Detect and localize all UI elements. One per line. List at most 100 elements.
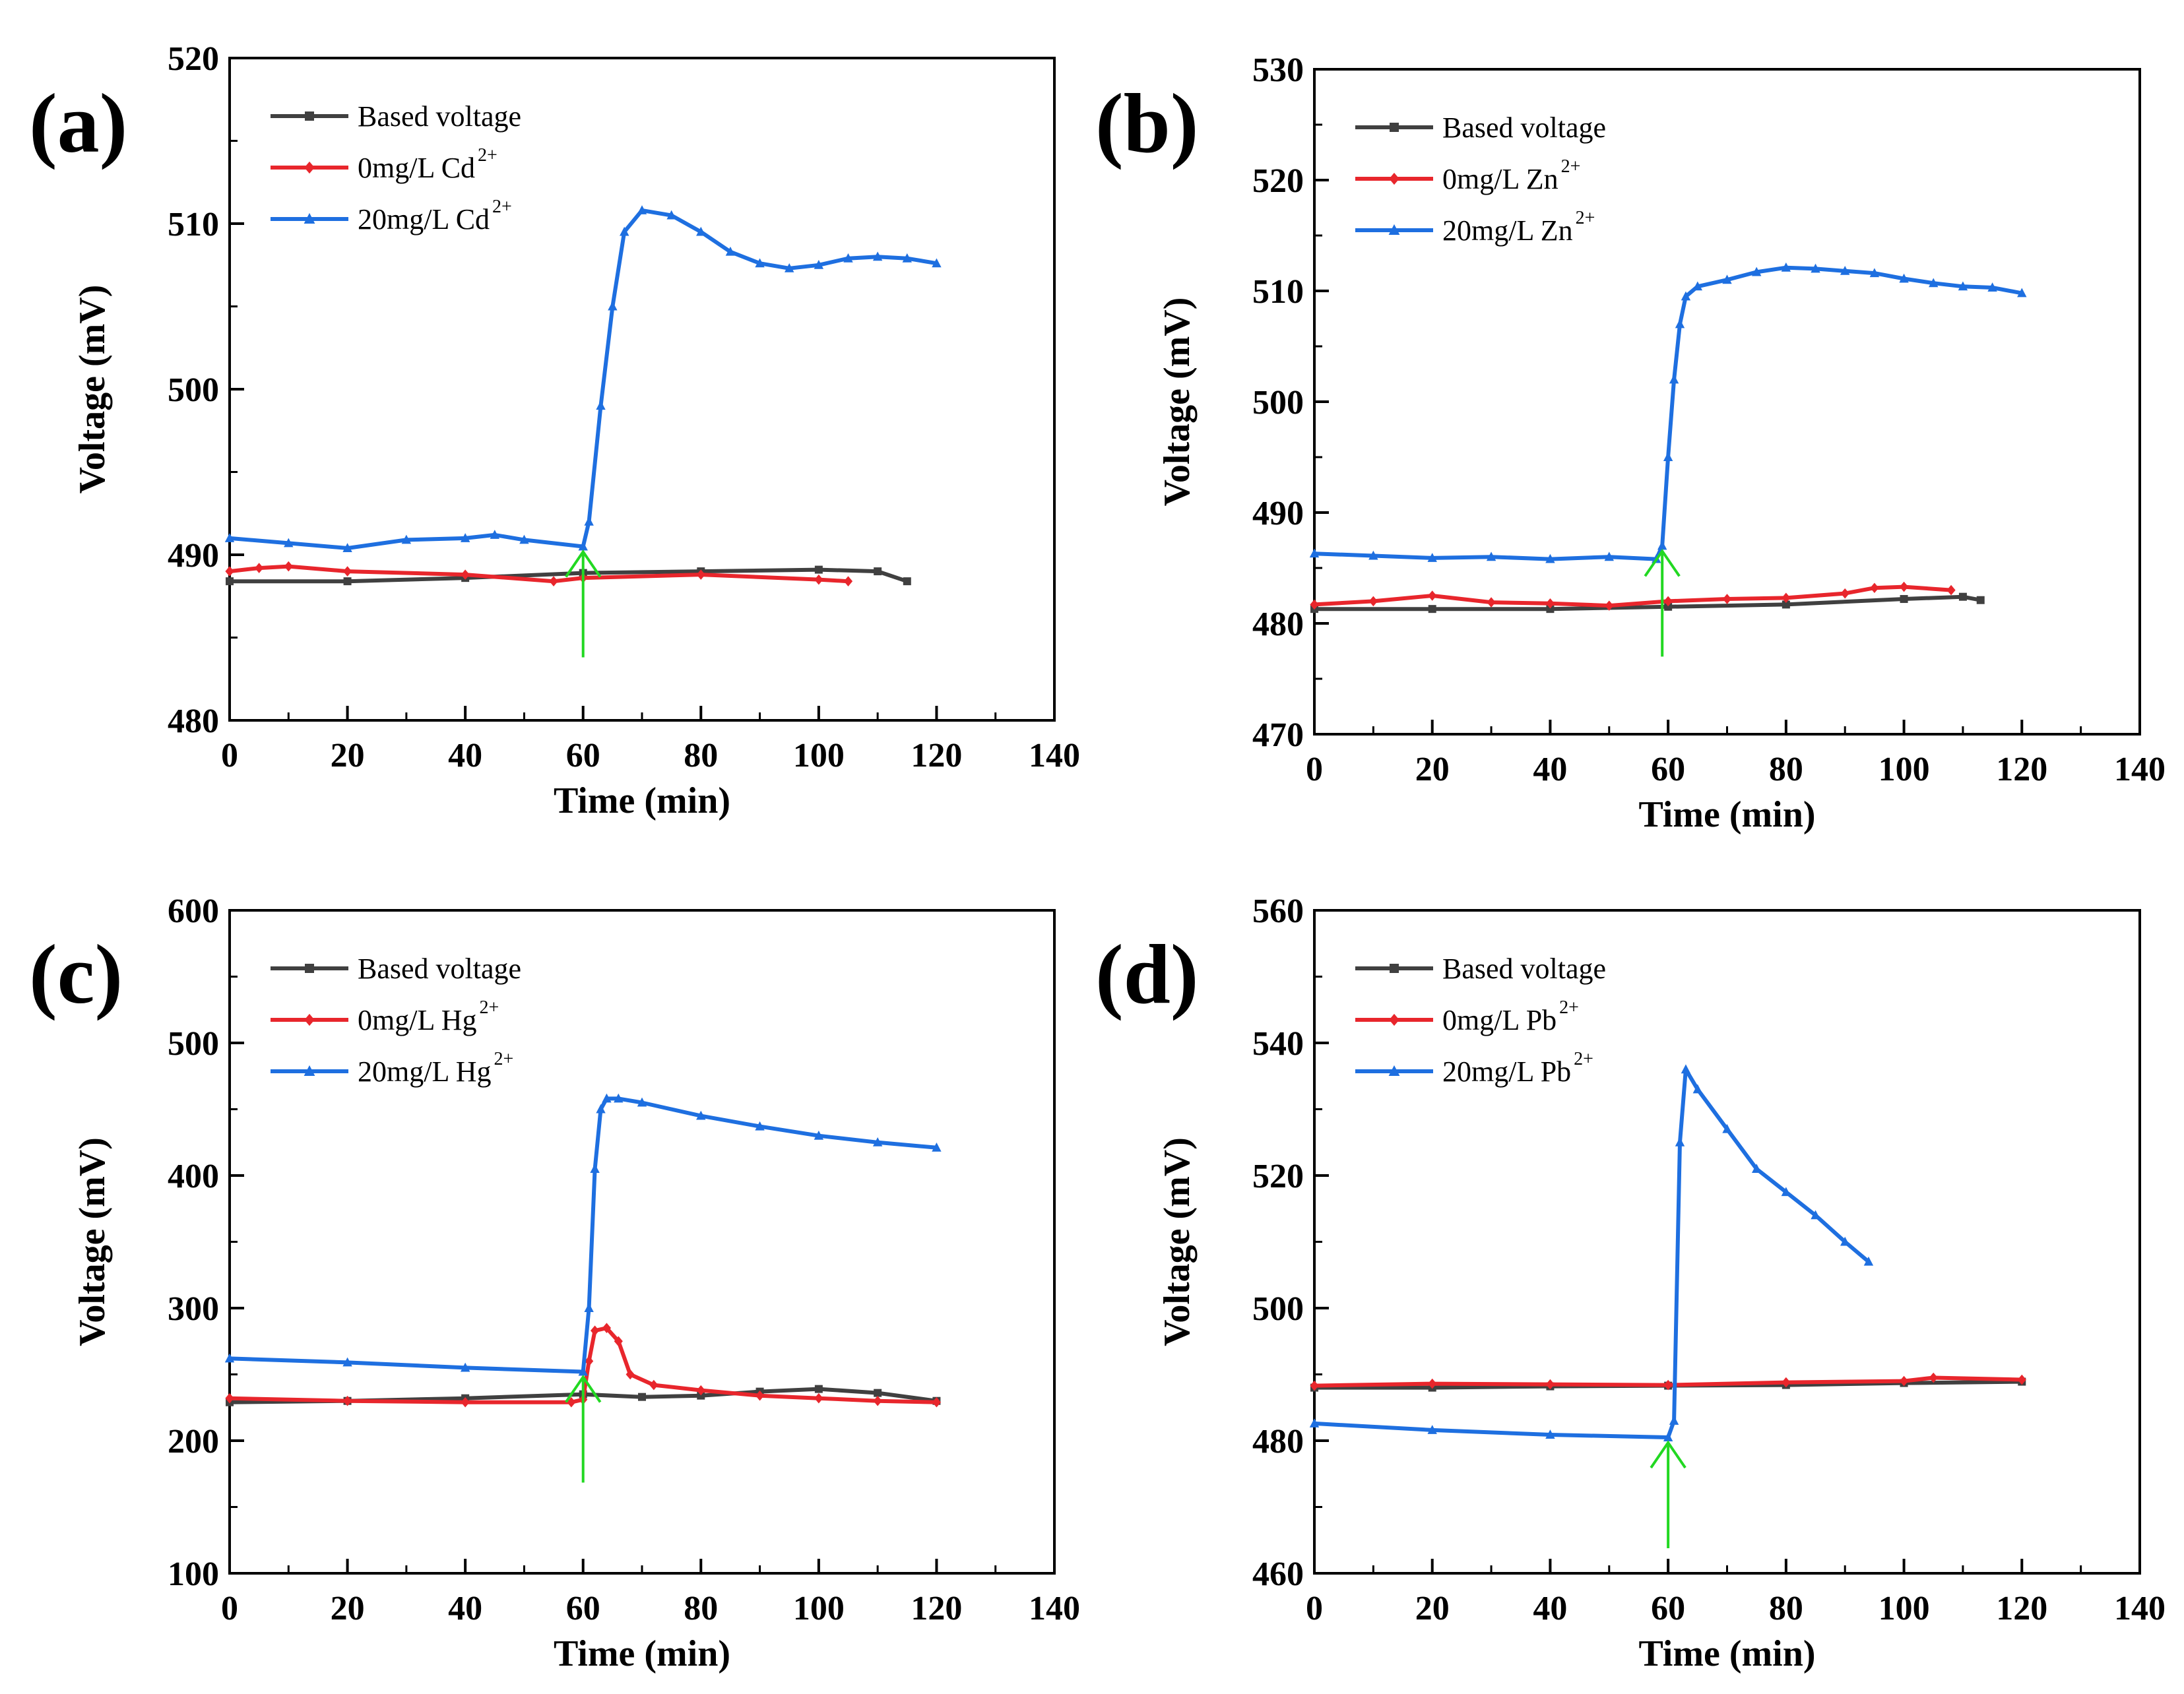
data-point [932,1142,942,1152]
series-line [1314,594,1981,612]
legend-label: Based voltage [1442,953,1606,985]
legend-label: 0mg/L Hg [358,1004,476,1036]
injection-arrow [1644,548,1681,657]
x-tick-label: 20 [1415,1590,1450,1627]
data-point [1899,273,1909,283]
y-tick-label: 540 [1252,1025,1304,1063]
legend-marker [1390,964,1399,973]
data-point [224,533,235,542]
y-tick-label: 530 [1252,51,1304,89]
data-point [1368,596,1378,607]
y-tick-label: 400 [168,1158,219,1195]
x-tick-label: 40 [1533,751,1567,788]
data-point [1899,581,1909,592]
legend-marker [304,161,315,174]
series-2 [224,1093,942,1376]
data-point [873,1395,882,1406]
x-tick-label: 60 [566,737,600,774]
data-point [1946,584,1956,596]
data-point [814,259,824,269]
x-tick-label: 100 [793,1590,845,1627]
data-point [401,534,412,544]
data-point [874,1389,882,1397]
data-point [342,1395,352,1406]
data-point [1664,602,1673,611]
series-2 [224,205,942,552]
y-axis-title: Voltage (mV) [72,1137,113,1346]
y-tick-label: 100 [168,1555,219,1593]
legend-marker [305,111,314,121]
injection-arrow [1650,1440,1686,1548]
x-tick-label: 0 [221,737,238,774]
x-tick-label: 60 [1651,751,1685,788]
data-point [932,1396,942,1408]
data-point [1899,1375,1909,1387]
y-tick-label: 520 [1252,1158,1304,1195]
injection-arrow [565,549,602,658]
legend-label: 20mg/L Hg [358,1055,491,1088]
x-tick-label: 80 [684,1590,718,1627]
y-tick-label: 470 [1252,716,1304,754]
series-line [1314,1375,2022,1388]
legend-superscript: 2+ [478,145,498,166]
data-point [626,1369,635,1380]
x-tick-label: 120 [1996,751,2047,788]
data-point [637,205,647,214]
data-point [519,534,529,544]
data-point [1428,605,1436,613]
data-point [1751,1164,1762,1173]
data-point [1663,1379,1673,1391]
legend-superscript: 2+ [1559,997,1579,1018]
data-point [843,253,853,263]
y-tick-label: 560 [1252,893,1304,930]
legend-superscript: 2+ [1561,156,1581,177]
data-point [1486,551,1496,561]
y-tick-label: 200 [168,1423,219,1460]
data-point [226,577,234,586]
data-point [590,1325,600,1336]
panel-label: (b) [1095,77,1198,170]
data-point [584,1303,594,1312]
x-tick-label: 80 [1769,1590,1803,1627]
data-point [460,1362,470,1372]
series-line [229,564,849,584]
data-point [755,1390,765,1401]
data-point [872,251,883,261]
y-tick-label: 490 [168,537,219,575]
data-point [1692,281,1703,291]
data-point [1782,1377,1791,1388]
series-line [230,567,908,584]
legend-marker [1389,172,1399,185]
data-point [932,258,942,268]
data-point [696,1110,706,1120]
data-point [1669,1416,1679,1425]
series-1 [1310,581,1956,611]
data-point [1669,374,1679,384]
data-point [1368,550,1378,560]
y-tick-label: 490 [1252,495,1304,532]
data-point [1987,282,1997,292]
data-point [1428,590,1437,601]
data-point [614,1093,624,1103]
data-point [578,541,588,551]
data-point [284,538,294,548]
x-tick-label: 40 [1533,1590,1567,1627]
data-point [255,563,264,573]
y-tick-label: 500 [1252,1290,1304,1328]
legend-superscript: 2+ [494,1049,513,1069]
x-tick-label: 120 [1996,1590,2047,1627]
data-point [1427,553,1437,562]
data-point [1929,278,1939,288]
data-point [490,530,499,539]
data-point [814,574,823,585]
data-point [1310,599,1319,610]
data-point [1545,553,1555,563]
x-tick-label: 140 [1029,737,1080,774]
data-point [1428,1378,1437,1389]
legend-label: 20mg/L Zn [1442,214,1573,247]
data-point [725,246,736,256]
data-point [602,1093,612,1103]
data-point [1751,267,1762,276]
